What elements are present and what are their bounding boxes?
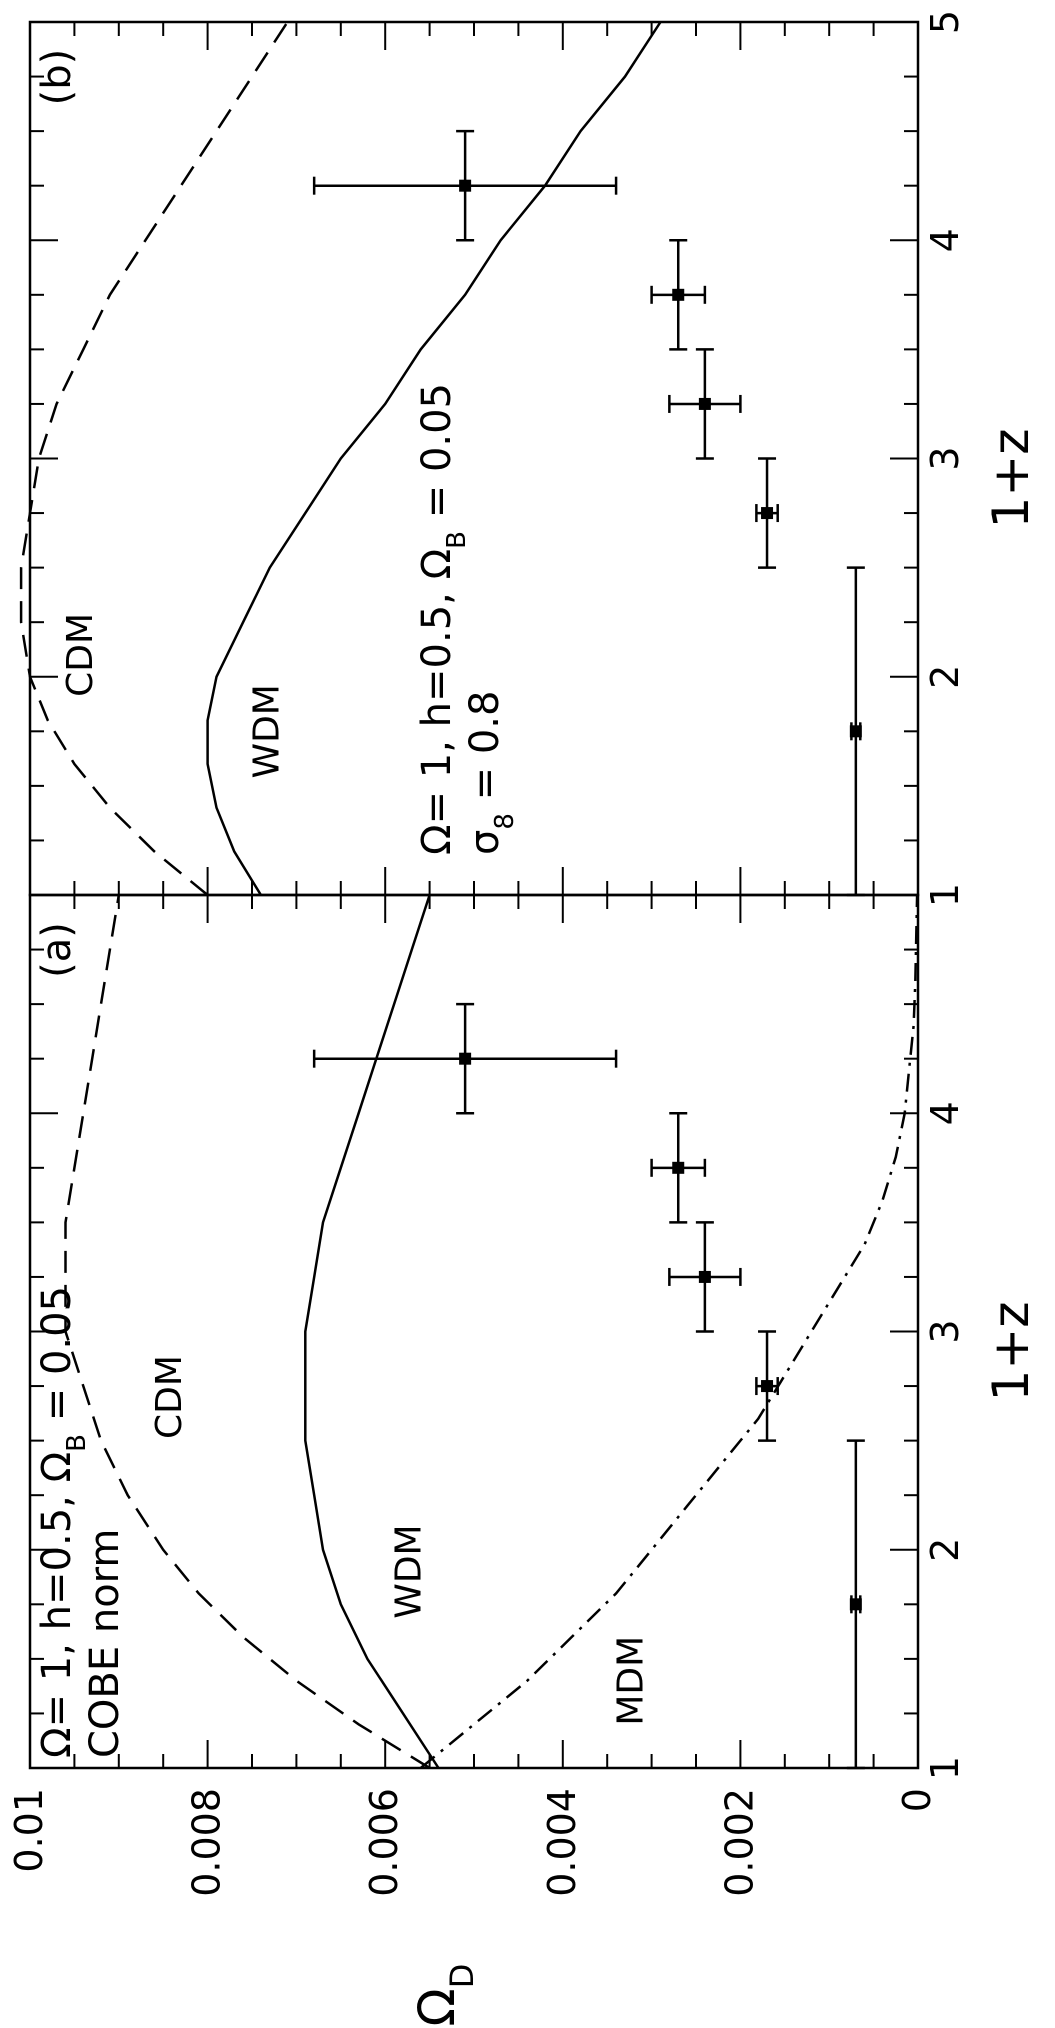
x-tick-label: 4 xyxy=(923,1101,967,1125)
panel-label: (a) xyxy=(34,922,80,978)
series-line-wdm xyxy=(206,21,662,896)
x-tick-label: 2 xyxy=(923,1538,967,1562)
y-tick-label: 0.004 xyxy=(540,1788,584,1897)
y-tick-label: 0.008 xyxy=(185,1788,229,1897)
y-tick-label: 0.01 xyxy=(7,1788,51,1873)
norm-annotation: COBE norm xyxy=(82,1529,128,1758)
panel-a: 1 2 3 4 CDM WDM MDM (a) 1+z Ω= 1, h=0.5, ΩB = 0.0… xyxy=(28,893,1040,1780)
x-tick-label: 4 xyxy=(923,228,967,252)
y-tick-label: 0 xyxy=(895,1788,939,1812)
series-line-mdm xyxy=(419,894,919,1769)
params-annotation: Ω= 1, h=0.5, ΩB = 0.05 xyxy=(414,383,472,855)
panel-b: 1 2 3 4 5 CDM WDM (b) 1+z Ω= 1, h=0.5, ΩB = 0.05σ… xyxy=(19,10,1040,907)
data-point xyxy=(459,179,472,192)
data-point xyxy=(672,1161,685,1174)
curve-label-wdm: WDM xyxy=(389,1524,430,1618)
series-line-wdm xyxy=(304,894,440,1769)
x-tick-label: 1 xyxy=(923,1756,967,1780)
data-point xyxy=(761,507,774,520)
y-axis-title: ΩD xyxy=(408,1964,481,2027)
data-point xyxy=(698,1270,711,1283)
x-tick-label: 3 xyxy=(923,446,967,470)
data-point xyxy=(849,1598,862,1611)
sigma-annotation: σ8 = 0.8 xyxy=(462,691,520,855)
series-line-cdm xyxy=(64,894,431,1770)
x-tick-label: 3 xyxy=(923,1319,967,1343)
curve-label-mdm: MDM xyxy=(611,1636,652,1726)
data-point xyxy=(849,725,862,738)
curve-label-wdm: WDM xyxy=(247,684,288,778)
data-point xyxy=(761,1380,774,1393)
x-tick-label: 1 xyxy=(923,883,967,907)
curve-label-cdm: CDM xyxy=(60,613,101,697)
x-axis-title: 1+z xyxy=(982,429,1040,529)
params-annotation: Ω= 1, h=0.5, ΩB = 0.05 xyxy=(34,1286,92,1758)
data-point xyxy=(459,1052,472,1065)
data-point xyxy=(672,288,685,301)
panel-label: (b) xyxy=(34,49,80,106)
curve-label-cdm: CDM xyxy=(149,1355,190,1439)
series-line-cdm xyxy=(19,21,289,896)
plot-frame xyxy=(28,893,920,1770)
x-tick-label: 2 xyxy=(923,665,967,689)
data-point xyxy=(698,397,711,410)
x-axis-title: 1+z xyxy=(982,1302,1040,1402)
y-tick-label: 0.002 xyxy=(717,1788,761,1897)
y-tick-label: 0.006 xyxy=(362,1788,406,1897)
plot-root: 1 2 3 4 CDM WDM MDM (a) 1+z Ω= 1, h=0.5, ΩB = 0.0… xyxy=(7,10,1040,2027)
x-tick-label: 5 xyxy=(923,10,967,34)
